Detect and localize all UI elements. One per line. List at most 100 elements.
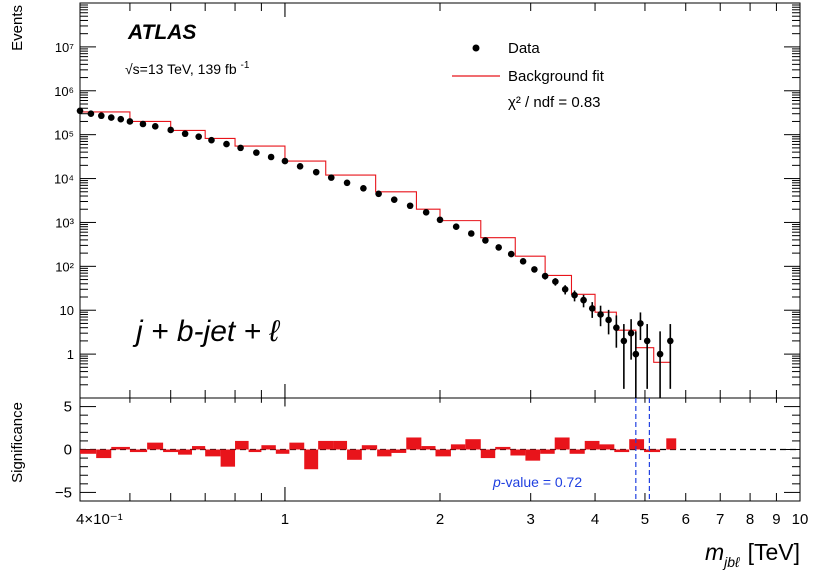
significance-bar (304, 449, 319, 470)
data-point (390, 196, 398, 203)
lumi-exponent: -1 (241, 60, 250, 71)
data-point (267, 153, 275, 161)
significance-bar (178, 449, 193, 455)
legend-data-label: Data (508, 40, 540, 57)
data-point (613, 324, 620, 331)
data-point (637, 320, 644, 327)
x-tick-label: 6 (682, 511, 690, 528)
data-point (561, 285, 569, 293)
data-point (237, 144, 244, 152)
data-point (167, 126, 174, 134)
data-point (620, 337, 628, 345)
significance-bar (421, 446, 436, 450)
data-point (519, 258, 527, 265)
data-point (507, 250, 515, 258)
data-point (605, 316, 612, 324)
data-point (495, 244, 502, 251)
data-point (327, 174, 335, 181)
data-point (253, 149, 260, 156)
y-tick-label: 1 (67, 347, 74, 362)
significance-bar (644, 449, 661, 453)
x-tick-label: 2 (436, 511, 444, 528)
data-point (627, 329, 635, 337)
significance-bar (147, 442, 164, 450)
data-point (588, 305, 596, 312)
significance-bar (80, 449, 97, 454)
data-point (597, 311, 604, 318)
data-points (76, 107, 674, 398)
significance-bar (129, 449, 148, 453)
significance-bar (614, 449, 630, 453)
y-tick-label: 5 (64, 399, 72, 416)
significance-bar (554, 437, 570, 450)
energy-lumi-label: √s=13 TeV, 139 fb -1 (125, 60, 250, 77)
y-tick-label: 10⁷ (55, 40, 74, 55)
data-point (375, 190, 382, 198)
bottom-y-axis-title: Significance (9, 402, 26, 483)
significance-bar (163, 449, 179, 453)
energy-lumi-text: √s=13 TeV, 139 fb (125, 61, 237, 77)
x-tick-label: 8 (746, 511, 754, 528)
y-tick-label: −5 (55, 484, 72, 501)
pvalue-rest: -value = 0.72 (501, 474, 583, 490)
data-point (482, 237, 489, 244)
significance-bar (406, 437, 422, 450)
data-point (656, 350, 664, 358)
data-point (296, 163, 304, 170)
significance-bar (318, 440, 334, 450)
data-point (667, 337, 674, 345)
y-tick-label: 10⁴ (54, 172, 74, 187)
data-point (181, 130, 189, 138)
data-point (126, 118, 134, 125)
data-point (541, 272, 549, 280)
data-point (406, 202, 414, 210)
data-point (571, 291, 578, 299)
significance-bar (333, 440, 348, 450)
data-point (139, 120, 147, 128)
significance-bar (480, 449, 496, 459)
significance-bar (289, 442, 305, 450)
x-axis-title: mjbℓ [TeV] (705, 539, 800, 570)
legend-chi2-label: χ² / ndf = 0.83 (508, 94, 601, 111)
pvalue-label: p-value = 0.72 (492, 474, 582, 490)
significance-bar (435, 449, 451, 457)
data-point (98, 112, 105, 120)
significance-bar (569, 449, 585, 454)
data-point (87, 110, 95, 118)
significance-bar (347, 449, 362, 460)
significance-bar (235, 440, 249, 450)
significance-bar (248, 449, 262, 453)
significance-bar (465, 439, 481, 450)
top-panel-y-ticks: 1 10 10² 10³ 10⁴ 10⁵ 10⁶ 10⁷ (54, 4, 800, 399)
x-tick-label: 5 (641, 511, 649, 528)
x-axis-title-unit: [TeV] (748, 539, 800, 565)
data-point (343, 179, 351, 187)
data-point (281, 157, 289, 165)
significance-bar (495, 446, 511, 450)
significance-bar (111, 446, 130, 450)
significance-bar (540, 449, 555, 454)
x-tick-label: 4×10⁻¹ (76, 511, 123, 528)
legend-fit-label: Background fit (508, 68, 605, 85)
y-tick-label: 10² (55, 259, 74, 274)
data-point (436, 216, 444, 224)
pvalue-p: p (492, 474, 501, 490)
data-point (360, 184, 367, 192)
significance-bar (666, 438, 677, 450)
data-point (531, 266, 538, 273)
data-point (107, 114, 115, 121)
y-tick-label: 10 (60, 303, 74, 318)
significance-bar (629, 439, 645, 450)
data-point (312, 168, 320, 176)
significance-bars (80, 437, 677, 470)
signal-window-lines (635, 398, 650, 501)
y-tick-label: 0 (64, 442, 72, 459)
x-axis-title-main: m (705, 539, 724, 565)
data-point (208, 136, 215, 144)
legend-data-marker (472, 44, 480, 52)
data-point (467, 230, 475, 237)
channel-label: j + b-jet + ℓ (132, 315, 280, 348)
x-tick-label: 1 (281, 511, 289, 528)
significance-bar (525, 449, 541, 461)
